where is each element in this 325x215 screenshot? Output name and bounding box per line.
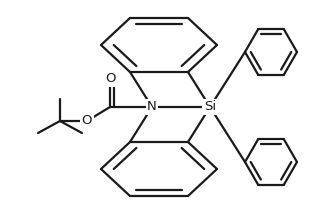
Text: N: N bbox=[147, 100, 157, 114]
Text: O: O bbox=[82, 115, 92, 127]
Text: Si: Si bbox=[204, 100, 216, 114]
Text: O: O bbox=[105, 72, 115, 86]
